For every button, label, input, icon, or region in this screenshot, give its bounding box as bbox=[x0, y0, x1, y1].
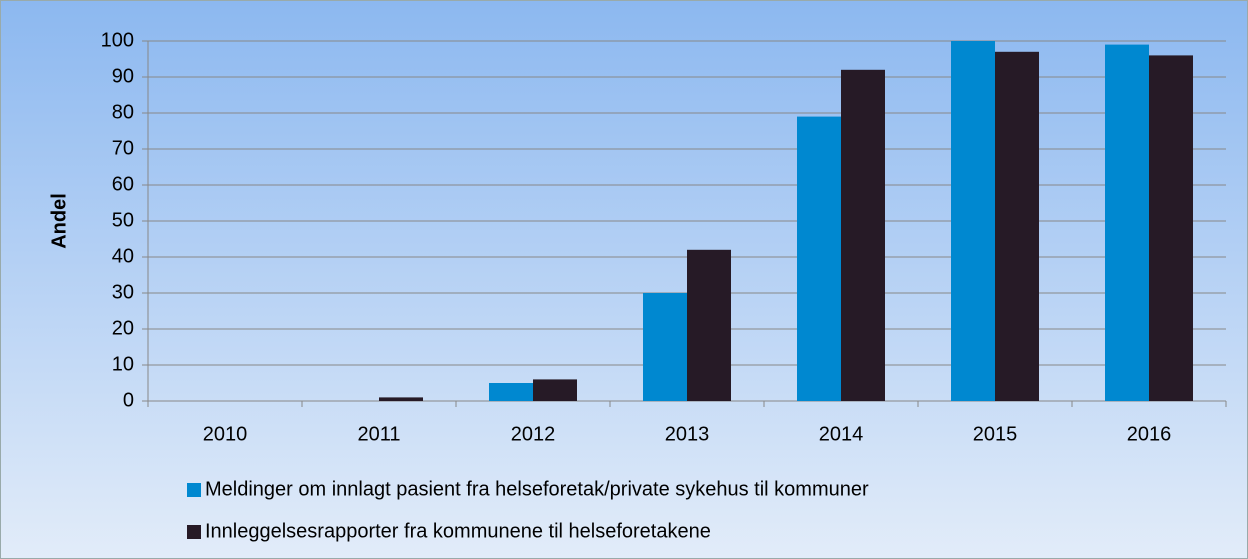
legend-label: Meldinger om innlagt pasient fra helsefo… bbox=[205, 478, 869, 500]
x-tick-label: 2015 bbox=[973, 423, 1018, 445]
y-tick-label: 60 bbox=[112, 173, 134, 195]
y-tick-label: 30 bbox=[112, 281, 134, 303]
y-tick-label: 20 bbox=[112, 317, 134, 339]
y-tick-label: 40 bbox=[112, 245, 134, 267]
bar bbox=[951, 41, 995, 401]
bar bbox=[1149, 55, 1193, 402]
legend-marker bbox=[187, 525, 201, 539]
bar bbox=[379, 397, 423, 401]
bar bbox=[1105, 44, 1149, 401]
y-tick-label: 10 bbox=[112, 353, 134, 375]
bar bbox=[489, 383, 533, 401]
x-tick-label: 2013 bbox=[665, 423, 710, 445]
y-tick-label: 50 bbox=[112, 209, 134, 231]
bar bbox=[533, 379, 577, 401]
bar bbox=[687, 249, 731, 401]
x-tick-label: 2010 bbox=[203, 423, 248, 445]
y-tick-label: 90 bbox=[112, 65, 134, 87]
y-axis-label: Andel bbox=[48, 193, 70, 249]
legend-label: Innleggelsesrapporter fra kommunene til … bbox=[205, 520, 711, 542]
x-tick-label: 2016 bbox=[1127, 423, 1172, 445]
legend-marker bbox=[187, 483, 201, 497]
y-tick-label: 100 bbox=[101, 29, 134, 51]
x-tick-label: 2012 bbox=[511, 423, 556, 445]
y-tick-label: 80 bbox=[112, 101, 134, 123]
bar bbox=[995, 51, 1039, 402]
y-tick-label: 70 bbox=[112, 137, 134, 159]
bar bbox=[643, 293, 687, 401]
bar bbox=[797, 116, 841, 401]
y-tick-label: 0 bbox=[123, 389, 134, 411]
bar bbox=[841, 69, 885, 402]
x-tick-label: 2011 bbox=[357, 423, 400, 445]
x-tick-label: 2014 bbox=[819, 423, 864, 445]
